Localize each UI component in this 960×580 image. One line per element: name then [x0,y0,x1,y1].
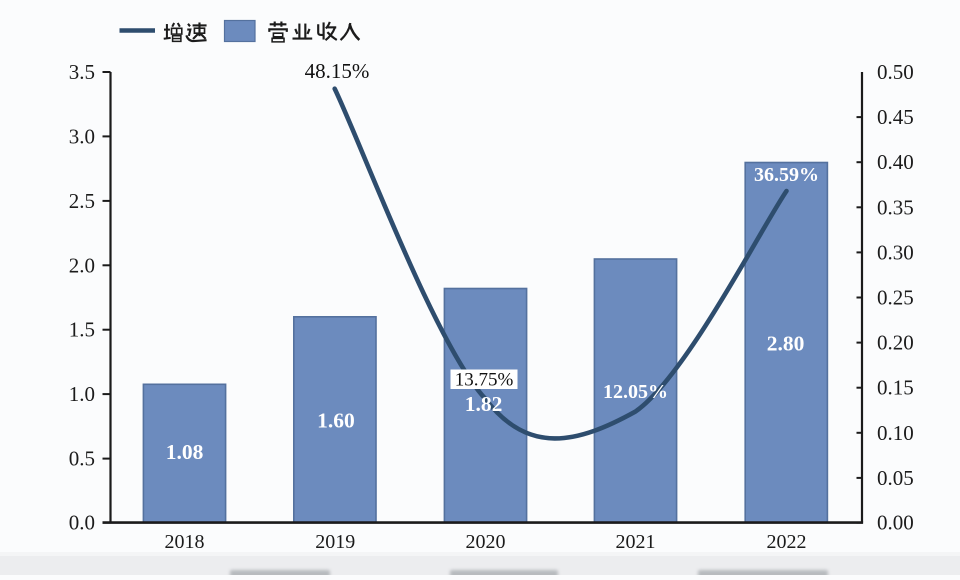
svg-text:0.30: 0.30 [877,240,914,264]
svg-text:0.50: 0.50 [877,60,914,84]
svg-text:0.20: 0.20 [877,331,914,355]
svg-text:3.0: 3.0 [69,124,95,148]
svg-text:2.80: 2.80 [767,332,805,356]
svg-text:2019: 2019 [315,531,355,553]
svg-text:0.05: 0.05 [877,466,914,490]
svg-text:0.0: 0.0 [69,511,95,535]
svg-text:2020: 2020 [466,531,506,553]
svg-text:0.15: 0.15 [877,376,914,400]
svg-text:0.10: 0.10 [877,421,914,445]
svg-text:2018: 2018 [165,531,205,553]
svg-text:1.5: 1.5 [69,318,95,342]
svg-text:12.05%: 12.05% [603,381,668,403]
svg-text:1.60: 1.60 [317,409,355,433]
svg-text:36.59%: 36.59% [754,164,819,186]
svg-text:3.5: 3.5 [69,60,95,84]
svg-text:0.00: 0.00 [877,511,914,535]
svg-text:0.5: 0.5 [69,447,95,471]
svg-text:0.35: 0.35 [877,195,914,219]
svg-text:0.25: 0.25 [877,286,914,310]
svg-text:2021: 2021 [616,531,656,553]
svg-text:2022: 2022 [767,531,807,553]
svg-text:48.15%: 48.15% [305,59,370,83]
svg-text:0.45: 0.45 [877,105,914,129]
svg-text:0.40: 0.40 [877,150,914,174]
svg-text:2.0: 2.0 [69,253,95,277]
svg-text:1.82: 1.82 [465,392,503,416]
svg-text:2.5: 2.5 [69,189,95,213]
svg-text:1.0: 1.0 [69,382,95,406]
svg-text:1.08: 1.08 [166,440,204,464]
svg-text:13.75%: 13.75% [455,370,514,391]
